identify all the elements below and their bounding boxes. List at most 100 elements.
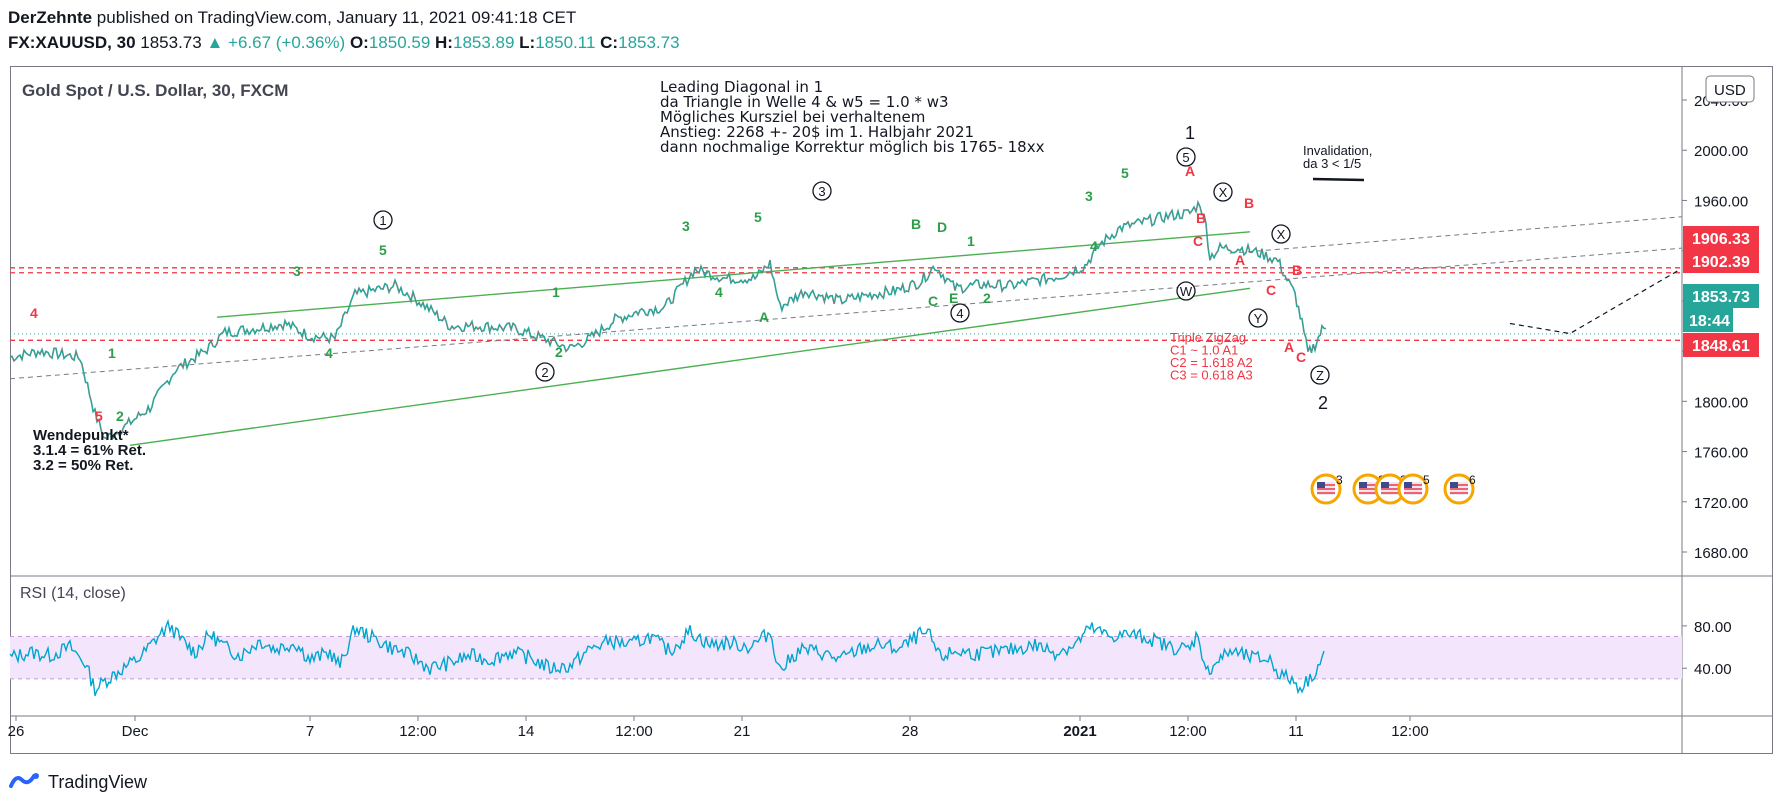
currency-label: USD — [1714, 82, 1746, 99]
invalidation-marker — [1312, 177, 1365, 182]
price-tag — [1683, 249, 1759, 273]
circled-wave-label: W — [1176, 281, 1196, 301]
price-tag — [1683, 226, 1759, 250]
price-tag-label: 1906.33 — [1692, 231, 1750, 248]
wave-label: B — [1196, 210, 1206, 226]
annotation-line: Leading Diagonal in 1 — [660, 78, 823, 96]
rsi-y-tick-label: 80.00 — [1694, 619, 1732, 636]
rsi-y-tick-label: 40.00 — [1694, 661, 1732, 678]
y-tick-label: 1800.00 — [1694, 394, 1748, 411]
price-tag — [1683, 284, 1759, 308]
wendepunkt-line: Wendepunkt* — [33, 427, 129, 444]
low-label: L: — [519, 33, 536, 52]
circled-wave-label: Z — [1310, 365, 1330, 385]
wave-label: 4 — [1090, 238, 1098, 254]
channel-lower-line — [129, 287, 1251, 446]
wave-label: 3 — [682, 218, 690, 234]
price-tag-label: 18:44 — [1689, 313, 1730, 330]
tradingview-logo-icon — [8, 770, 42, 795]
publish-info: DerZehnte published on TradingView.com, … — [8, 8, 576, 28]
footer-brand[interactable]: TradingView — [8, 770, 147, 795]
wave-label: E — [949, 290, 958, 306]
publish-text: published on TradingView.com, January 11… — [92, 8, 577, 27]
zigzag-line: C3 = 0.618 A3 — [1170, 368, 1253, 383]
circle-text: 1 — [379, 213, 386, 228]
wave-label: 4 — [325, 345, 333, 361]
price-tag — [1683, 308, 1733, 332]
circle-marker — [1248, 308, 1268, 328]
circle-text: X — [1277, 227, 1286, 242]
invalidation-line: da 3 < 1/5 — [1303, 156, 1361, 171]
wave-label: C — [1296, 349, 1306, 365]
rsi-band — [10, 636, 1682, 679]
last-price: 1853.73 — [140, 33, 202, 52]
low-value: 1850.11 — [535, 33, 596, 52]
wave-label: C — [1266, 282, 1276, 298]
x-tick-label: 28 — [902, 723, 919, 740]
wendepunkt-line: 3.1.4 = 61% Ret. — [33, 442, 146, 459]
circled-wave-label: X — [1213, 182, 1233, 202]
x-tick-label: 12:00 — [1169, 723, 1207, 740]
wendepunkt-line: 3.2 = 50% Ret. — [33, 457, 133, 474]
x-tick-label: 2021 — [1063, 723, 1096, 740]
wave-label: D — [937, 219, 947, 235]
circle-text: 5 — [1182, 150, 1189, 165]
event-count: 6 — [1469, 473, 1476, 487]
wave-label: B — [1292, 262, 1302, 278]
high-label: H: — [435, 33, 453, 52]
x-tick-label: 7 — [306, 723, 314, 740]
currency-box — [1705, 75, 1755, 103]
price-change: +6.67 (+0.36%) — [228, 33, 346, 52]
circle-text: W — [1180, 284, 1193, 299]
circled-wave-label: X — [1271, 224, 1291, 244]
zigzag-line: Triple ZigZag — [1170, 330, 1246, 345]
wave-label: 1 — [552, 284, 560, 300]
circled-wave-label: 3 — [812, 181, 832, 201]
circle-text: X — [1219, 185, 1228, 200]
flag-canton — [1317, 482, 1325, 488]
wave-label: 4 — [715, 284, 723, 300]
wave-label: A — [759, 309, 769, 325]
annotation-line: dann nochmalige Korrektur möglich bis 17… — [660, 138, 1045, 156]
event-count: 5 — [1423, 473, 1430, 487]
x-tick-label: 12:00 — [615, 723, 653, 740]
wave-label: 2 — [116, 408, 124, 424]
wave-label: 4 — [30, 305, 38, 321]
wave-label: A — [1235, 252, 1245, 268]
circle-text: 2 — [541, 365, 548, 380]
circle-marker — [373, 210, 393, 230]
circle-text: 4 — [956, 306, 963, 321]
x-tick-label: 12:00 — [399, 723, 437, 740]
brand-name: TradingView — [48, 772, 148, 792]
wave-label: B — [911, 216, 921, 232]
price-series-bearish — [9, 201, 1327, 440]
circle-marker — [812, 181, 832, 201]
y-tick-label: 1760.00 — [1694, 445, 1748, 462]
x-tick-label: 26 — [8, 723, 25, 740]
x-tick-label: 14 — [518, 723, 535, 740]
wave-label: A — [1284, 339, 1294, 355]
wave-label: 5 — [379, 242, 387, 258]
price-tag — [1683, 333, 1759, 357]
up-arrow-icon: ▲ — [206, 33, 224, 52]
circled-wave-label: 4 — [950, 303, 970, 323]
x-tick-label: 21 — [734, 723, 751, 740]
y-tick-label: 2000.00 — [1694, 143, 1748, 160]
chart-frame — [10, 66, 1773, 754]
wave-label: C — [1193, 233, 1203, 249]
annotation-line: da Triangle in Welle 4 & w5 = 1.0 * w3 — [660, 93, 949, 111]
flag-canton — [1381, 482, 1389, 488]
author-name[interactable]: DerZehnte — [8, 8, 93, 27]
y-tick-label: 1680.00 — [1694, 545, 1748, 562]
circled-wave-label: 2 — [535, 362, 555, 382]
circle-marker — [1271, 224, 1291, 244]
circled-wave-label: 1 — [373, 210, 393, 230]
circle-text: Y — [1254, 311, 1263, 326]
annotation-line: Mögliches Kursziel bei verhaltenem — [660, 108, 925, 126]
price-tag-label: 1848.61 — [1692, 338, 1750, 355]
wave-label: 3 — [1085, 188, 1093, 204]
close-value: 1853.73 — [618, 33, 680, 52]
wave-label: 1 — [108, 345, 116, 361]
wave-label: A — [1185, 163, 1195, 179]
